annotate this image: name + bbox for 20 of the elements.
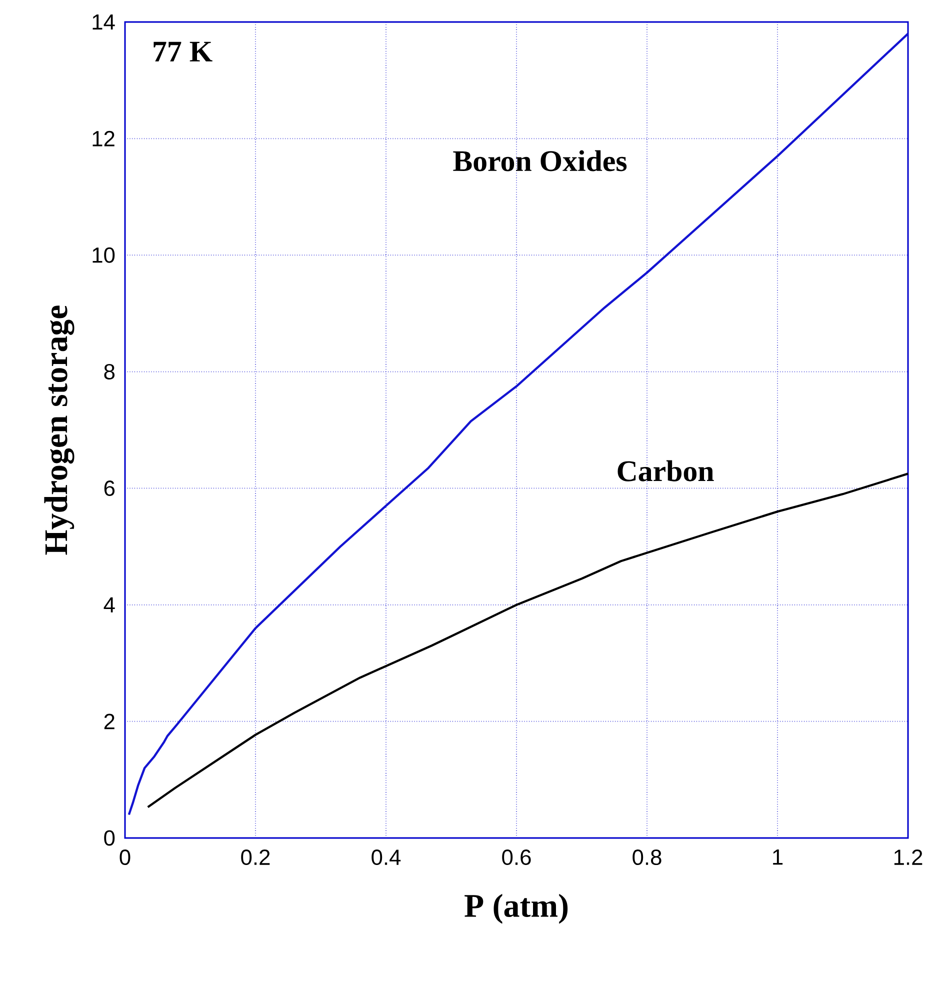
y-tick-label: 10 bbox=[92, 247, 115, 263]
y-tick-label: 4 bbox=[104, 597, 115, 612]
x-tick-label: 1.2 bbox=[894, 850, 922, 865]
y-tick-label: 8 bbox=[104, 364, 115, 380]
x-axis-title: P (atm) bbox=[464, 894, 568, 924]
y-tick-label: 12 bbox=[92, 130, 114, 146]
series-label: Carbon bbox=[618, 460, 714, 482]
x-tick-label: 1 bbox=[773, 850, 783, 865]
x-tick-label: 0.2 bbox=[241, 850, 270, 866]
text: Boron Oxides bbox=[453, 150, 627, 172]
y-tick-label: 2 bbox=[104, 714, 114, 730]
y-axis-title: Hydrogen storage bbox=[44, 306, 74, 555]
x-tick-label: 0.8 bbox=[632, 850, 662, 866]
annotation: 77 K bbox=[154, 42, 212, 62]
x-tick-label: 0.6 bbox=[502, 850, 531, 866]
x-tick-label: 0.4 bbox=[372, 850, 401, 866]
y-tick-label: 0 bbox=[104, 830, 115, 846]
y-tick-label: 6 bbox=[104, 480, 115, 496]
y-tick-label: 14 bbox=[92, 14, 115, 30]
x-tick-label: 0 bbox=[120, 850, 130, 866]
